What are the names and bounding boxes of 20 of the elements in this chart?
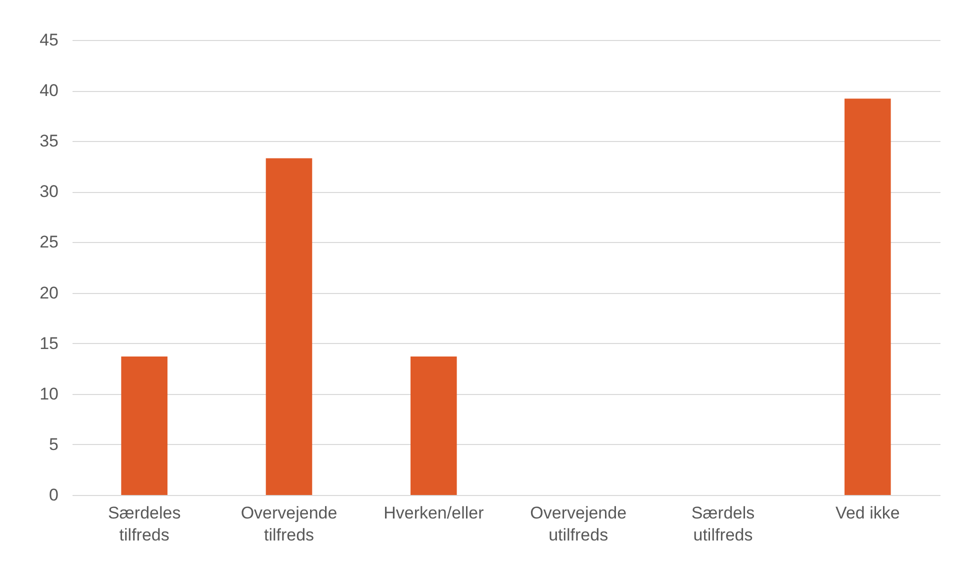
y-tick-label: 45 xyxy=(40,30,58,50)
x-tick-label: Særdeles tilfreds xyxy=(108,504,181,544)
x-tick-label: Hverken/eller xyxy=(384,504,484,522)
bar xyxy=(121,356,168,495)
x-tick-label: Særdels utilfreds xyxy=(691,504,755,544)
y-tick-label: 0 xyxy=(49,486,58,504)
y-tick-label: 30 xyxy=(40,182,58,202)
y-tick-label: 40 xyxy=(40,81,58,100)
y-tick-label: 10 xyxy=(40,384,58,404)
x-tick-label: Overvejende tilfreds xyxy=(240,504,338,544)
bar xyxy=(844,98,891,495)
y-tick-label: 35 xyxy=(40,132,58,151)
bar xyxy=(410,356,457,495)
bar xyxy=(266,158,312,495)
y-tick-label: 20 xyxy=(40,283,58,302)
y-tick-label: 25 xyxy=(40,232,58,252)
y-tick-label: 5 xyxy=(49,434,58,454)
y-tick-label: 15 xyxy=(40,334,58,353)
x-tick-label: Ved ikke xyxy=(836,504,900,522)
x-tick-label: Overvejende utilfreds xyxy=(530,504,627,544)
